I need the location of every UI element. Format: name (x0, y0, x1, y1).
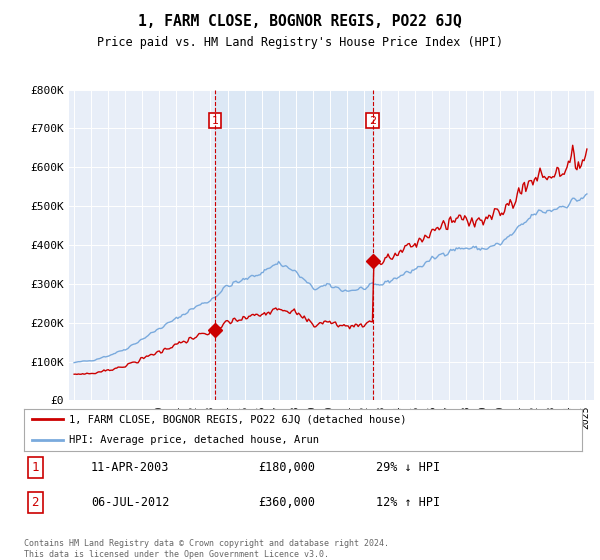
Text: HPI: Average price, detached house, Arun: HPI: Average price, detached house, Arun (68, 435, 319, 445)
Text: 11-APR-2003: 11-APR-2003 (91, 461, 169, 474)
Text: 2: 2 (31, 496, 39, 509)
Text: 1, FARM CLOSE, BOGNOR REGIS, PO22 6JQ: 1, FARM CLOSE, BOGNOR REGIS, PO22 6JQ (138, 14, 462, 29)
Text: 1: 1 (31, 461, 39, 474)
Text: Price paid vs. HM Land Registry's House Price Index (HPI): Price paid vs. HM Land Registry's House … (97, 36, 503, 49)
Text: 2: 2 (369, 116, 376, 125)
Bar (215, 90, 373, 400)
Text: 29% ↓ HPI: 29% ↓ HPI (376, 461, 440, 474)
Text: 1: 1 (212, 116, 218, 125)
Text: 06-JUL-2012: 06-JUL-2012 (91, 496, 169, 509)
Text: £360,000: £360,000 (259, 496, 316, 509)
Text: 12% ↑ HPI: 12% ↑ HPI (376, 496, 440, 509)
Text: 1, FARM CLOSE, BOGNOR REGIS, PO22 6JQ (detached house): 1, FARM CLOSE, BOGNOR REGIS, PO22 6JQ (d… (68, 414, 406, 424)
Text: £180,000: £180,000 (259, 461, 316, 474)
Text: Contains HM Land Registry data © Crown copyright and database right 2024.
This d: Contains HM Land Registry data © Crown c… (24, 539, 389, 559)
